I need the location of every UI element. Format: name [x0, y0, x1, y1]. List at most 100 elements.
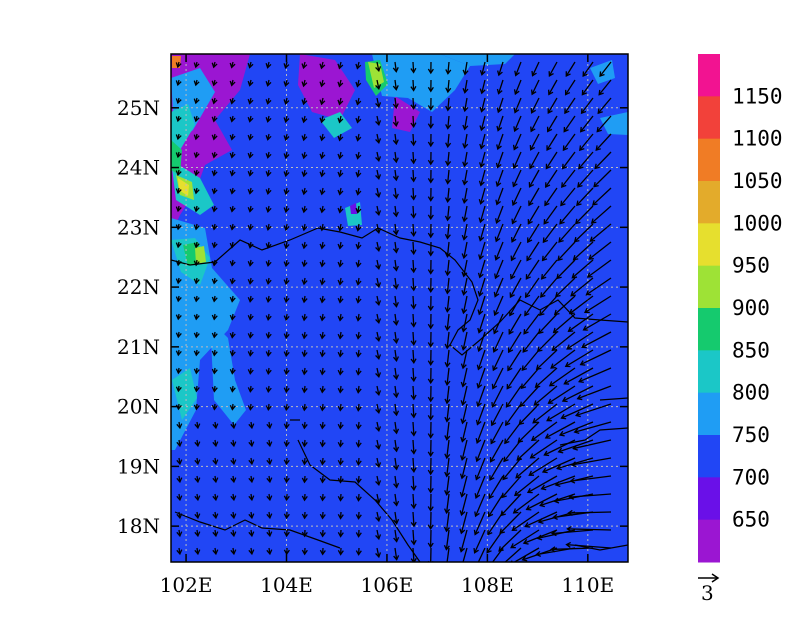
wind-vector [495, 223, 504, 242]
wind-vector-head [410, 303, 417, 310]
wind-vector-head [427, 105, 434, 111]
wind-vector-head [444, 343, 451, 350]
wind-vector-head [526, 255, 532, 262]
wind-vector-head [392, 374, 400, 381]
wind-vector [544, 439, 576, 456]
wind-vector-head [561, 182, 567, 188]
wind-vector-head [176, 441, 183, 448]
wind-vector [525, 277, 540, 298]
wind-vector-head [355, 370, 362, 376]
wind-vector [592, 187, 612, 206]
wind-vector-head [461, 290, 468, 296]
wind-vector [591, 205, 612, 224]
wind-vector [599, 61, 612, 77]
wind-vector-head [301, 441, 308, 448]
wind-vector-head [410, 376, 417, 383]
wind-vector [446, 403, 450, 422]
coastline-segment [559, 427, 628, 446]
wind-vector-head [247, 315, 254, 321]
wind-vector-head [393, 464, 400, 471]
wind-vector [412, 79, 415, 91]
y-tick-label: 24N [117, 156, 160, 180]
wind-vector-head [193, 206, 200, 213]
wind-vector-head [211, 116, 218, 123]
wind-vector-head [193, 386, 200, 393]
wind-vector-head [530, 89, 537, 96]
wind-vector-head [337, 441, 344, 448]
wind-vector-head [479, 162, 485, 169]
wind-vector-head [524, 292, 531, 299]
wind-vector-head [462, 69, 469, 76]
wind-vector-head [508, 329, 514, 335]
wind-vector [579, 133, 594, 151]
wind-vector-head [529, 163, 535, 170]
wind-vector-head [493, 310, 499, 317]
wind-vector-head [283, 423, 290, 430]
wind-vector-head [487, 511, 494, 518]
y-tick-label: 18N [117, 514, 160, 538]
wind-vector [521, 349, 540, 371]
wind-vector-head [337, 369, 344, 376]
wind-vector-head [525, 274, 531, 280]
wind-vector-head [477, 309, 484, 316]
wind-vector-head [337, 225, 344, 232]
wind-vector-head [525, 505, 532, 511]
wind-vector-head [566, 525, 572, 533]
wind-vector-head [476, 346, 483, 353]
wind-vector-head [229, 188, 236, 195]
wind-vector-head [229, 296, 236, 303]
wind-vector-head [506, 383, 512, 390]
wind-vector-head [537, 518, 544, 524]
wind-vector-head [247, 333, 254, 339]
wind-vector-head [176, 423, 183, 430]
wind-vector-head [489, 456, 496, 463]
wind-vector [514, 97, 522, 113]
wind-vector [557, 457, 594, 470]
wind-vector-head [175, 332, 182, 339]
wind-vector-head [539, 501, 545, 508]
wind-vector-head [248, 495, 255, 502]
wind-vector-head [301, 333, 308, 340]
wind-vector [376, 403, 380, 413]
wind-vector-head [541, 255, 548, 262]
coastline-segment [174, 511, 341, 549]
wind-vector-head [176, 477, 183, 484]
wind-vector-head [375, 210, 382, 217]
contour-patch [600, 112, 628, 135]
wind-vector-head [193, 404, 200, 411]
wind-vector [590, 223, 612, 242]
wind-vector-head [486, 547, 492, 554]
wind-vector-head [473, 547, 479, 554]
wind-vector [462, 277, 468, 295]
wind-vector-head [175, 98, 182, 105]
wind-vector-head [560, 200, 566, 207]
wind-vector [528, 457, 558, 476]
wind-vector-head [375, 390, 382, 397]
wind-vector-head [392, 320, 399, 326]
wind-vector [488, 493, 504, 517]
wind-vector-head [355, 63, 362, 70]
wind-vector [523, 529, 558, 544]
wind-vector [412, 349, 415, 363]
wind-vector-head [319, 315, 326, 322]
wind-vector-head [410, 412, 417, 419]
wind-vector [394, 511, 398, 524]
colorbar-label: 650 [732, 508, 770, 532]
wind-vector [580, 115, 594, 133]
wind-vector-head [211, 152, 218, 159]
wind-vector [568, 511, 612, 514]
wind-vector [461, 421, 468, 442]
wind-vector-head [513, 107, 520, 114]
wind-vector-head [337, 81, 344, 88]
wind-vector-head [355, 171, 362, 178]
coastline-segment [297, 439, 421, 562]
wind-vector [461, 439, 468, 461]
colorbar-swatch [698, 435, 720, 478]
wind-vector-head [266, 459, 273, 466]
wind-vector-head [490, 438, 496, 445]
wind-vector-head [551, 345, 558, 352]
wind-vector [376, 115, 380, 125]
wind-vector [519, 385, 540, 407]
wind-vector-head [576, 394, 583, 401]
wind-vector-head [301, 171, 308, 178]
